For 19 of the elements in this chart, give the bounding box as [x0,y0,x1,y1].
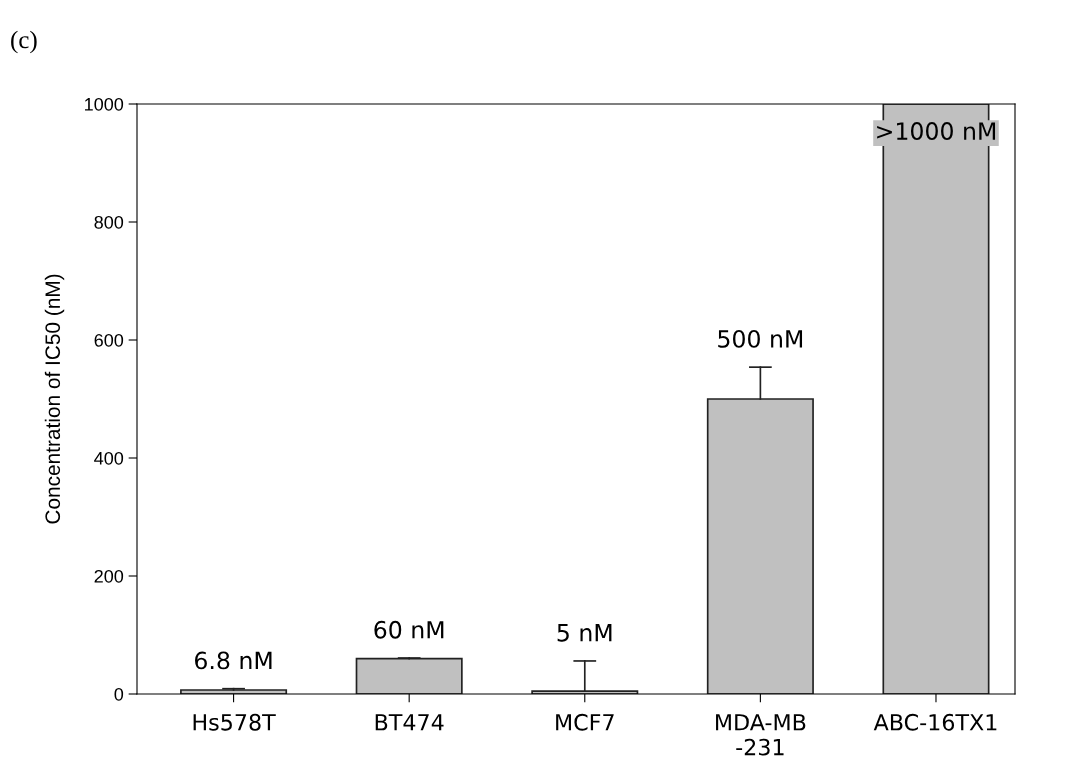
y-tick-label: 600 [94,333,124,347]
data-label: >1000 nM [877,122,996,140]
y-tick-label: 800 [94,215,124,229]
y-axis-title: Concentration of IC50 (nM) [44,274,65,524]
y-tick-label: 0 [114,687,124,701]
y-tick-label: 1000 [85,97,124,111]
data-label: 6.8 nM [195,651,272,670]
y-tick-label: 400 [94,451,124,465]
x-tick-label: ABC-16TX1 [873,713,997,731]
bar [355,657,463,694]
data-label: 60 nM [374,620,444,639]
x-tick-label: MDA-MB -231 [716,714,806,756]
data-label: 500 nM [718,329,803,348]
y-tick-label: 200 [94,569,124,583]
x-tick-label: Hs578T [193,713,276,731]
x-tick-label: BT474 [375,714,444,731]
x-tick-label: MCF7 [556,713,614,731]
data-label: 5 nM [557,624,612,642]
text: (c) [11,30,37,54]
